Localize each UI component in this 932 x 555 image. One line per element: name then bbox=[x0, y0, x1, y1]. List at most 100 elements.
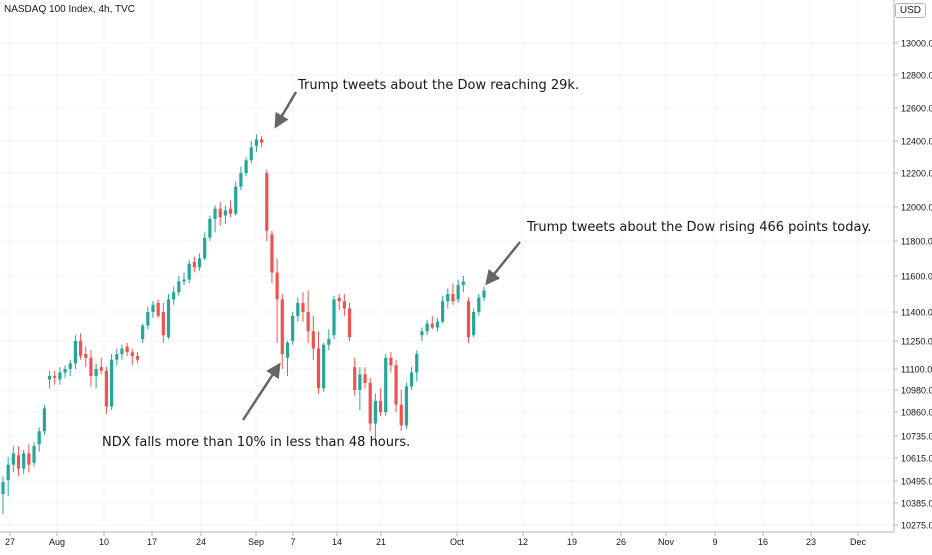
candle bbox=[6, 457, 10, 496]
candle bbox=[384, 354, 388, 416]
candle bbox=[461, 276, 465, 293]
y-tick-label: 12000.0 bbox=[901, 203, 932, 213]
x-tick-label: Aug bbox=[49, 537, 65, 547]
candle bbox=[99, 357, 103, 375]
annotation-ndx-falls: NDX falls more than 10% in less than 48 … bbox=[102, 435, 411, 450]
candle bbox=[472, 308, 476, 338]
candle bbox=[306, 290, 310, 343]
candle bbox=[141, 323, 145, 343]
candle bbox=[187, 260, 191, 284]
candle bbox=[151, 301, 155, 318]
x-tick-label: 9 bbox=[712, 537, 717, 547]
candle bbox=[156, 299, 160, 318]
candle bbox=[275, 258, 279, 343]
candle bbox=[456, 279, 460, 303]
currency-badge[interactable]: USD bbox=[894, 3, 926, 18]
candle bbox=[120, 344, 124, 360]
candle bbox=[223, 205, 228, 224]
y-tick-label: 10860.0 bbox=[901, 408, 932, 418]
candle bbox=[316, 331, 321, 394]
candle bbox=[42, 404, 46, 436]
candle bbox=[197, 253, 202, 271]
candle bbox=[466, 297, 471, 343]
y-tick-label: 10735.0 bbox=[901, 432, 932, 442]
candle bbox=[135, 352, 140, 364]
candle bbox=[415, 350, 419, 382]
candle bbox=[249, 141, 253, 164]
candle bbox=[161, 303, 165, 343]
candle bbox=[285, 341, 290, 376]
candle bbox=[280, 294, 284, 369]
annotation-arrow bbox=[241, 362, 281, 421]
annotation-dow-466: Trump tweets about the Dow rising 466 po… bbox=[527, 220, 872, 235]
x-tick-label: 17 bbox=[147, 537, 157, 547]
candle bbox=[11, 446, 15, 473]
candle bbox=[182, 272, 186, 285]
x-tick-label: Nov bbox=[658, 537, 675, 547]
candle bbox=[234, 181, 238, 216]
y-tick-label: 13000.0 bbox=[901, 39, 932, 49]
candle bbox=[399, 390, 403, 432]
candle bbox=[363, 367, 367, 389]
candle bbox=[301, 292, 305, 322]
candle bbox=[104, 367, 109, 414]
candle bbox=[37, 427, 41, 452]
candle bbox=[239, 166, 243, 190]
grid bbox=[0, 0, 894, 532]
y-tick-label: 11250.0 bbox=[901, 337, 932, 347]
candle bbox=[115, 348, 119, 366]
candle bbox=[125, 342, 129, 356]
y-tick-label: 12200.0 bbox=[901, 169, 932, 179]
candle bbox=[270, 230, 274, 284]
candle bbox=[311, 315, 315, 360]
candle bbox=[53, 370, 57, 385]
x-tick-label: 10 bbox=[99, 537, 109, 547]
candle bbox=[409, 367, 414, 390]
candle bbox=[16, 446, 21, 477]
annotation-arrow bbox=[485, 241, 521, 286]
candle bbox=[265, 169, 269, 241]
candle bbox=[244, 157, 248, 177]
x-tick-label: 21 bbox=[376, 537, 386, 547]
y-tick-label: 10495.0 bbox=[901, 477, 932, 487]
candle bbox=[166, 294, 171, 340]
candle bbox=[228, 200, 233, 218]
candle bbox=[368, 377, 372, 432]
x-tick-label: 27 bbox=[5, 537, 15, 547]
x-tick-label: 7 bbox=[290, 537, 295, 547]
x-tick-label: 12 bbox=[518, 537, 528, 547]
candle bbox=[394, 359, 398, 412]
candle bbox=[259, 136, 264, 148]
y-tick-label: 12400.0 bbox=[901, 137, 932, 147]
candle bbox=[332, 295, 336, 340]
candle bbox=[477, 294, 481, 316]
candle bbox=[177, 276, 181, 296]
x-tick-label: Sep bbox=[248, 537, 264, 547]
x-tick-label: Oct bbox=[450, 537, 465, 547]
candle bbox=[146, 306, 150, 330]
candle bbox=[373, 393, 377, 445]
candle bbox=[342, 294, 346, 316]
y-tick-label: 10980.0 bbox=[901, 386, 932, 396]
candle bbox=[110, 354, 114, 411]
candle bbox=[89, 350, 93, 387]
y-tick-label: 11800.0 bbox=[901, 237, 932, 247]
candle bbox=[27, 444, 31, 473]
candle bbox=[337, 294, 341, 311]
y-tick-label: 12800.0 bbox=[901, 71, 932, 81]
annotation-arrow bbox=[274, 91, 298, 129]
y-tick-label: 10615.0 bbox=[901, 454, 932, 464]
candle bbox=[327, 329, 331, 351]
candle bbox=[435, 317, 440, 332]
x-tick-label: 26 bbox=[616, 537, 626, 547]
candle bbox=[58, 367, 62, 385]
candle bbox=[73, 335, 78, 369]
annotation-arrows bbox=[241, 91, 521, 421]
x-tick-label: 24 bbox=[196, 537, 206, 547]
candle bbox=[203, 232, 207, 261]
candle bbox=[130, 348, 134, 366]
candle bbox=[482, 286, 486, 302]
